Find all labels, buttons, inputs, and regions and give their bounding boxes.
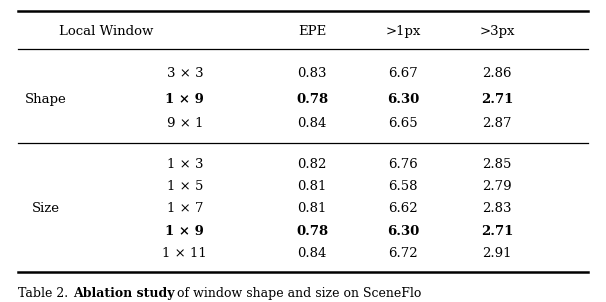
Text: 1 × 9: 1 × 9 (165, 92, 204, 106)
Text: 1 × 5: 1 × 5 (167, 180, 203, 193)
Text: 3 × 3: 3 × 3 (167, 67, 203, 81)
Text: 2.91: 2.91 (482, 246, 511, 260)
Text: of window shape and size on SceneFlo: of window shape and size on SceneFlo (173, 287, 421, 300)
Text: 6.58: 6.58 (388, 180, 418, 193)
Text: 0.84: 0.84 (298, 117, 327, 130)
Text: >3px: >3px (479, 25, 514, 38)
Text: 2.85: 2.85 (482, 158, 511, 171)
Text: 2.79: 2.79 (482, 180, 511, 193)
Text: Shape: Shape (25, 92, 66, 106)
Text: Ablation study: Ablation study (73, 287, 174, 300)
Text: 6.62: 6.62 (388, 202, 418, 216)
Text: 1 × 3: 1 × 3 (167, 158, 203, 171)
Text: 1 × 7: 1 × 7 (167, 202, 203, 216)
Text: 1 × 9: 1 × 9 (165, 224, 204, 238)
Text: 6.30: 6.30 (387, 224, 419, 238)
Text: 0.78: 0.78 (296, 224, 328, 238)
Text: 1 × 11: 1 × 11 (162, 246, 207, 260)
Text: Size: Size (32, 202, 59, 216)
Text: 6.72: 6.72 (388, 246, 418, 260)
Text: Table 2.: Table 2. (18, 287, 71, 300)
Text: >1px: >1px (385, 25, 421, 38)
Text: 0.81: 0.81 (298, 202, 327, 216)
Text: EPE: EPE (298, 25, 326, 38)
Text: 6.30: 6.30 (387, 92, 419, 106)
Text: 0.84: 0.84 (298, 246, 327, 260)
Text: 0.78: 0.78 (296, 92, 328, 106)
Text: 6.67: 6.67 (388, 67, 418, 81)
Text: 2.71: 2.71 (481, 92, 513, 106)
Text: 2.71: 2.71 (481, 224, 513, 238)
Text: 2.86: 2.86 (482, 67, 511, 81)
Text: 9 × 1: 9 × 1 (167, 117, 203, 130)
Text: 2.87: 2.87 (482, 117, 511, 130)
Text: Local Window: Local Window (59, 25, 153, 38)
Text: 0.81: 0.81 (298, 180, 327, 193)
Text: 6.65: 6.65 (388, 117, 418, 130)
Text: 0.83: 0.83 (298, 67, 327, 81)
Text: 0.82: 0.82 (298, 158, 327, 171)
Text: 6.76: 6.76 (388, 158, 418, 171)
Text: 2.83: 2.83 (482, 202, 511, 216)
